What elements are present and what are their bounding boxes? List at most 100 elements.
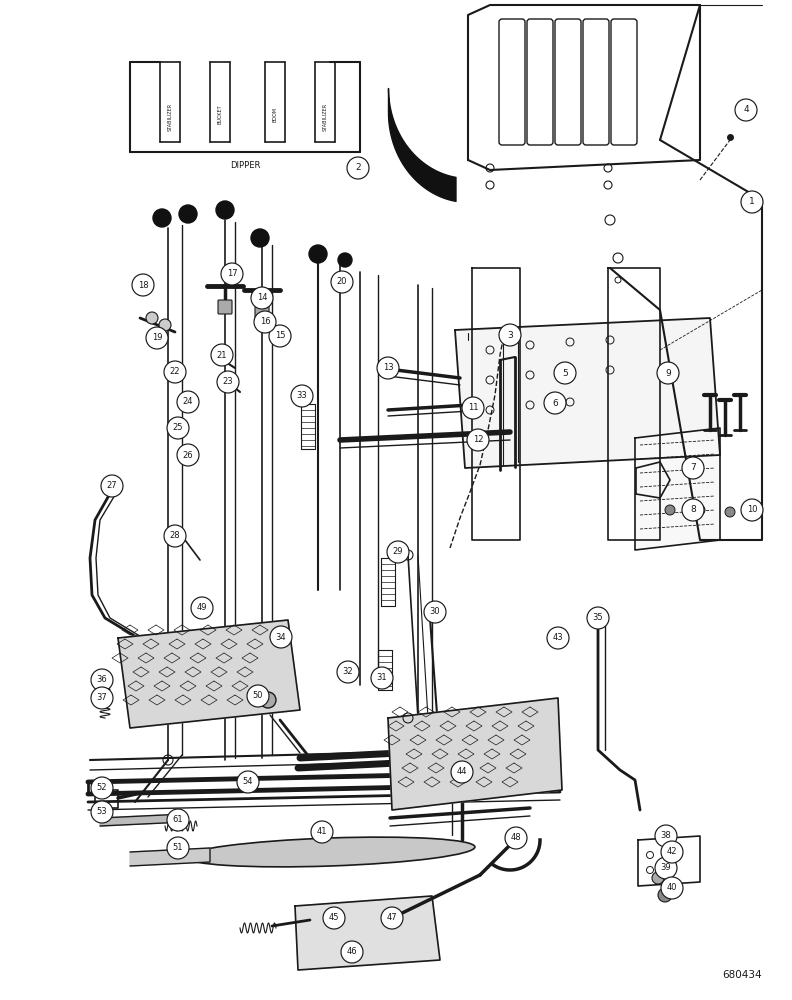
Circle shape bbox=[159, 319, 171, 331]
Circle shape bbox=[91, 687, 113, 709]
FancyBboxPatch shape bbox=[218, 300, 232, 314]
Text: 8: 8 bbox=[690, 506, 696, 514]
Text: 53: 53 bbox=[97, 808, 107, 816]
Circle shape bbox=[270, 626, 292, 648]
Circle shape bbox=[101, 475, 123, 497]
Circle shape bbox=[153, 209, 171, 227]
Circle shape bbox=[725, 507, 735, 517]
Circle shape bbox=[251, 229, 269, 247]
Text: 22: 22 bbox=[169, 367, 181, 376]
Text: 19: 19 bbox=[152, 334, 162, 342]
Ellipse shape bbox=[185, 837, 475, 867]
Circle shape bbox=[167, 809, 189, 831]
Text: 23: 23 bbox=[223, 377, 234, 386]
Circle shape bbox=[655, 857, 677, 879]
Text: 21: 21 bbox=[217, 351, 227, 360]
Text: 49: 49 bbox=[196, 603, 208, 612]
FancyBboxPatch shape bbox=[255, 304, 269, 318]
Text: 31: 31 bbox=[377, 674, 387, 682]
Circle shape bbox=[505, 827, 527, 849]
Polygon shape bbox=[100, 814, 185, 826]
Text: 54: 54 bbox=[243, 778, 253, 786]
Circle shape bbox=[652, 872, 664, 884]
Text: 32: 32 bbox=[343, 668, 353, 676]
Polygon shape bbox=[455, 318, 720, 468]
Circle shape bbox=[260, 692, 276, 708]
Text: BOOM: BOOM bbox=[272, 106, 277, 121]
Circle shape bbox=[331, 271, 353, 293]
Circle shape bbox=[323, 907, 345, 929]
Circle shape bbox=[741, 499, 763, 521]
Text: STABILIZER: STABILIZER bbox=[322, 103, 328, 131]
Circle shape bbox=[191, 597, 213, 619]
Text: 5: 5 bbox=[562, 368, 568, 377]
Text: 39: 39 bbox=[661, 863, 672, 872]
Text: 680434: 680434 bbox=[722, 970, 762, 980]
Circle shape bbox=[221, 263, 243, 285]
Circle shape bbox=[211, 344, 233, 366]
Polygon shape bbox=[388, 698, 562, 810]
Text: 25: 25 bbox=[173, 424, 183, 432]
Text: 28: 28 bbox=[169, 532, 181, 540]
Text: 44: 44 bbox=[457, 768, 467, 776]
Circle shape bbox=[309, 245, 327, 263]
Circle shape bbox=[665, 505, 675, 515]
Text: 1: 1 bbox=[749, 198, 755, 207]
Text: 6: 6 bbox=[552, 398, 558, 408]
Circle shape bbox=[337, 661, 359, 683]
Circle shape bbox=[682, 499, 704, 521]
Text: BUCKET: BUCKET bbox=[218, 104, 223, 124]
Text: 37: 37 bbox=[97, 694, 108, 702]
Polygon shape bbox=[635, 428, 720, 550]
Circle shape bbox=[91, 777, 113, 799]
Text: 30: 30 bbox=[430, 607, 440, 616]
Text: 12: 12 bbox=[473, 436, 483, 444]
Circle shape bbox=[291, 385, 313, 407]
Text: 34: 34 bbox=[276, 633, 287, 642]
Circle shape bbox=[655, 825, 677, 847]
Polygon shape bbox=[130, 848, 210, 866]
Polygon shape bbox=[118, 620, 300, 728]
Circle shape bbox=[377, 357, 399, 379]
Text: 36: 36 bbox=[97, 676, 108, 684]
Circle shape bbox=[146, 327, 168, 349]
Circle shape bbox=[695, 505, 705, 515]
Text: 13: 13 bbox=[383, 363, 394, 372]
Text: 17: 17 bbox=[227, 269, 238, 278]
Text: 18: 18 bbox=[138, 280, 148, 290]
Text: 10: 10 bbox=[747, 506, 757, 514]
Circle shape bbox=[237, 771, 259, 793]
Text: STABILIZER: STABILIZER bbox=[167, 103, 173, 131]
Circle shape bbox=[254, 311, 276, 333]
Circle shape bbox=[371, 667, 393, 689]
Text: 15: 15 bbox=[275, 332, 285, 340]
Text: 4: 4 bbox=[743, 105, 748, 114]
Circle shape bbox=[216, 201, 234, 219]
Circle shape bbox=[269, 325, 291, 347]
Text: 48: 48 bbox=[511, 834, 521, 842]
Circle shape bbox=[146, 312, 158, 324]
Circle shape bbox=[164, 525, 186, 547]
Circle shape bbox=[251, 287, 273, 309]
Text: 42: 42 bbox=[667, 848, 677, 856]
Text: 51: 51 bbox=[173, 844, 183, 852]
Text: 2: 2 bbox=[355, 163, 361, 172]
Text: 47: 47 bbox=[386, 914, 398, 922]
Circle shape bbox=[544, 392, 566, 414]
Circle shape bbox=[217, 371, 239, 393]
Circle shape bbox=[167, 837, 189, 859]
Text: 52: 52 bbox=[97, 784, 107, 792]
Circle shape bbox=[167, 417, 189, 439]
Circle shape bbox=[547, 627, 569, 649]
Text: 14: 14 bbox=[257, 294, 267, 302]
Circle shape bbox=[247, 685, 269, 707]
Text: 46: 46 bbox=[347, 948, 357, 956]
Circle shape bbox=[424, 601, 446, 623]
Circle shape bbox=[658, 888, 672, 902]
Circle shape bbox=[177, 444, 199, 466]
Text: 26: 26 bbox=[183, 450, 193, 460]
Circle shape bbox=[347, 157, 369, 179]
Circle shape bbox=[91, 669, 113, 691]
Text: 16: 16 bbox=[260, 318, 270, 326]
Circle shape bbox=[164, 361, 186, 383]
